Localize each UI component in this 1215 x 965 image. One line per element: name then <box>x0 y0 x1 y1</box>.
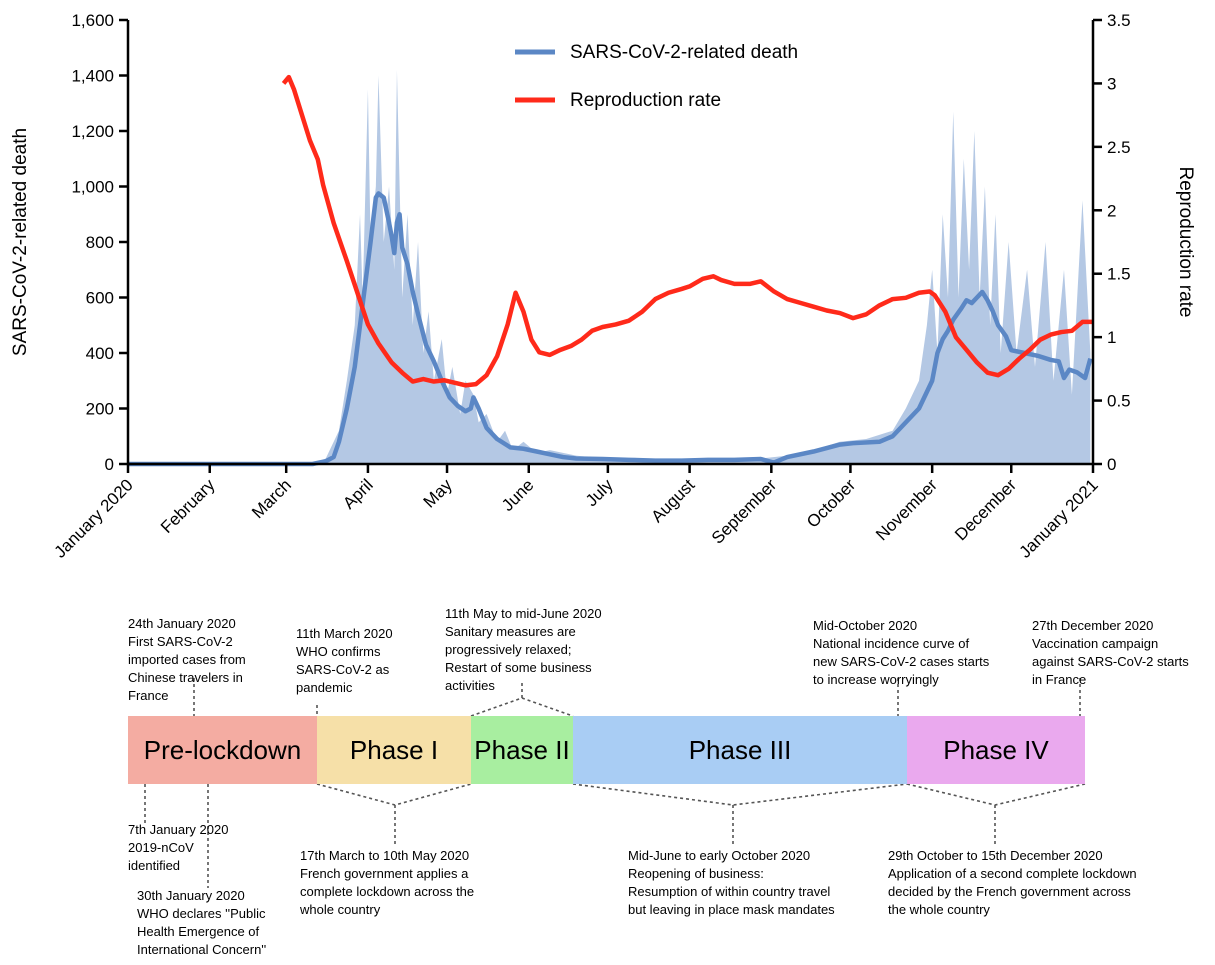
x-tick-label: June <box>498 475 538 515</box>
annotation-line: progressively relaxed; <box>445 642 571 657</box>
annotation-line: in France <box>1032 672 1086 687</box>
annotation-line: whole country <box>299 902 381 917</box>
annotation-line: Restart of some business <box>445 660 592 675</box>
annotation-line: Reopening of business: <box>628 866 764 881</box>
annotation-line: complete lockdown across the <box>300 884 474 899</box>
phase-box <box>907 716 1085 784</box>
y2-tick-label: 1.5 <box>1107 265 1131 284</box>
phase-box <box>317 716 471 784</box>
x-tick-label: November <box>872 475 941 544</box>
annotation-line: Application of a second complete lockdow… <box>888 866 1137 881</box>
y-tick-label: 1,000 <box>71 178 114 197</box>
annotation-line: 27th December 2020 <box>1032 618 1153 633</box>
daily-area <box>128 69 1091 464</box>
annotation-line: to increase worryingly <box>813 672 939 687</box>
y-tick-label: 1,600 <box>71 11 114 30</box>
annotation-line: Resumption of within country travel <box>628 884 830 899</box>
x-tick-label: September <box>708 475 780 547</box>
y-tick-label: 1,200 <box>71 122 114 141</box>
annotation-line: 24th January 2020 <box>128 616 236 631</box>
x-tick-label: March <box>248 475 295 522</box>
phase-label: Pre-lockdown <box>144 735 302 765</box>
annotation-line: Sanitary measures are <box>445 624 576 639</box>
annotation-line: International Concern'' <box>137 942 266 957</box>
y-tick-label: 400 <box>86 344 114 363</box>
phase-label: Phase IV <box>943 735 1049 765</box>
connectors <box>144 678 1086 888</box>
series-line <box>128 191 1093 467</box>
annotation-line: Vaccination campaign <box>1032 636 1158 651</box>
annotation-line: decided by the French government across <box>888 884 1131 899</box>
annotation-line: SARS-CoV-2 as <box>296 662 390 677</box>
annotation-line: 30th January 2020 <box>137 888 245 903</box>
annotation-line: France <box>128 688 168 703</box>
y2-axis-title: Reproduction rate <box>1175 166 1196 317</box>
annotation-line: but leaving in place mask mandates <box>628 902 835 917</box>
annotation-line: National incidence curve of <box>813 636 969 651</box>
x-tick-label: December <box>951 475 1020 544</box>
annotation-line: Mid-October 2020 <box>813 618 917 633</box>
y2-tick-label: 0.5 <box>1107 392 1131 411</box>
x-tick-label: August <box>648 475 699 526</box>
annotation-line: 11th March 2020 <box>296 626 393 641</box>
y-tick-label: 600 <box>86 289 114 308</box>
annotation-line: pandemic <box>296 680 353 695</box>
y-axis-title: SARS-CoV-2-related death <box>10 128 31 356</box>
y-tick-label: 200 <box>86 400 114 419</box>
x-tick-label: January 2021 <box>1016 475 1102 561</box>
series-line <box>281 74 1093 388</box>
annotation-line: 17th March to 10th May 2020 <box>300 848 469 863</box>
x-tick-label: October <box>803 475 859 531</box>
x-tick-label: May <box>420 475 456 511</box>
y-tick-label: 1,400 <box>71 67 114 86</box>
annotation-line: 11th May to mid-June 2020 <box>445 606 602 621</box>
annotation-line: 2019-nCoV <box>128 840 194 855</box>
annotation-line: imported cases from <box>128 652 246 667</box>
y2-tick-label: 1 <box>1107 328 1116 347</box>
y2-tick-label: 2 <box>1107 201 1116 220</box>
annotation-line: Health Emergence of <box>137 924 260 939</box>
annotation-line: identified <box>128 858 180 873</box>
annotation-line: Chinese travelers in <box>128 670 243 685</box>
y2-tick-label: 2.5 <box>1107 138 1131 157</box>
phase-box <box>471 716 573 784</box>
y2-tick-label: 3.5 <box>1107 11 1131 30</box>
phase-label: Phase II <box>474 735 569 765</box>
legend-label: SARS-CoV-2-related death <box>570 42 798 63</box>
legend-label: Reproduction rate <box>570 90 721 111</box>
y2-tick-label: 0 <box>1107 455 1116 474</box>
annotation-line: new SARS-CoV-2 cases starts <box>813 654 990 669</box>
x-tick-label: April <box>339 475 376 512</box>
y-tick-label: 0 <box>105 455 114 474</box>
annotation-line: WHO confirms <box>296 644 381 659</box>
annotation-line: against SARS-CoV-2 starts <box>1032 654 1189 669</box>
phase-box <box>573 716 907 784</box>
annotation-line: 7th January 2020 <box>128 822 228 837</box>
annotation-line: 29th October to 15th December 2020 <box>888 848 1103 863</box>
x-tick-label: July <box>582 475 617 510</box>
phase-label: Phase III <box>689 735 792 765</box>
annotation-line: Mid-June to early October 2020 <box>628 848 810 863</box>
annotation-line: WHO declares ''Public <box>137 906 266 921</box>
annotation-line: French government applies a <box>300 866 469 881</box>
phase-label: Phase I <box>350 735 438 765</box>
y2-tick-label: 3 <box>1107 74 1116 93</box>
annotation-line: the whole country <box>888 902 990 917</box>
x-tick-label: February <box>157 475 219 537</box>
y-tick-label: 800 <box>86 233 114 252</box>
annotation-line: First SARS-CoV-2 <box>128 634 233 649</box>
phase-box <box>128 716 317 784</box>
annotation-line: activities <box>445 678 495 693</box>
x-tick-label: January 2020 <box>51 475 137 561</box>
